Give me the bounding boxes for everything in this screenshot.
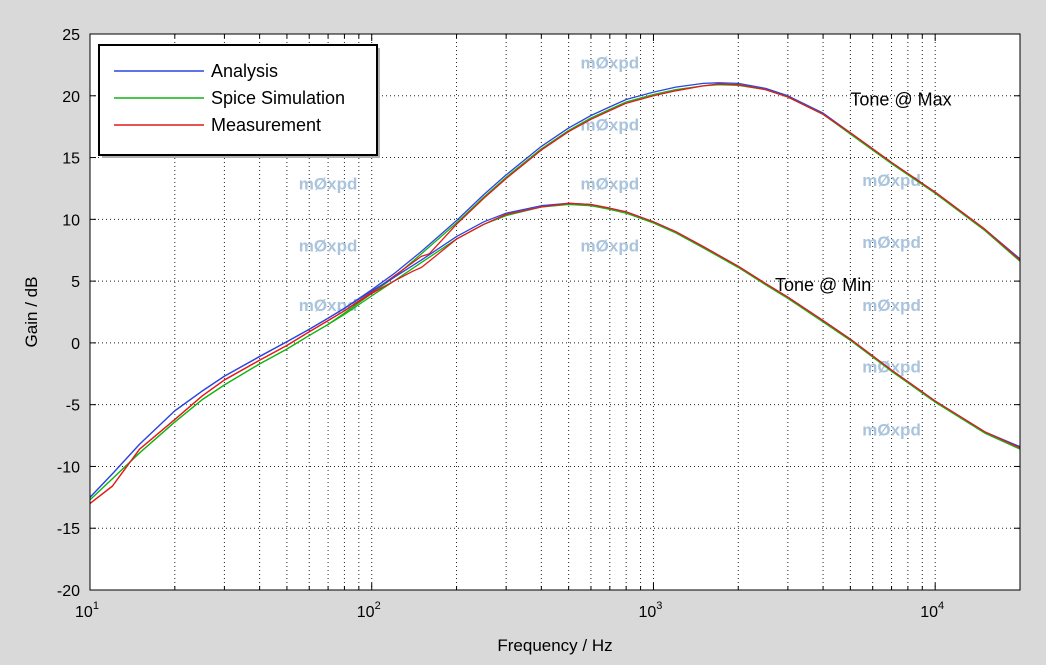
watermark-text: mØxpd	[862, 358, 921, 377]
legend-label-spice-simulation: Spice Simulation	[211, 88, 345, 108]
x-tick-label: 104	[920, 600, 944, 621]
watermark-text: mØxpd	[581, 115, 640, 134]
y-tick-label: -20	[57, 583, 80, 600]
plot-frame	[89, 33, 1021, 591]
y-tick-label: -5	[66, 398, 80, 415]
legend-label-measurement: Measurement	[211, 115, 321, 135]
y-tick-label: 10	[62, 212, 80, 229]
legend: Analysis Spice Simulation Measurement	[98, 44, 380, 158]
legend-box	[98, 44, 378, 156]
x-axis-label: Frequency / Hz	[497, 636, 612, 655]
x-tick-label: 102	[357, 600, 381, 621]
x-tick-label: 101	[75, 600, 99, 621]
watermark-text: mØxpd	[862, 296, 921, 315]
watermark-text: mØxpd	[299, 175, 358, 194]
y-tick-label: 0	[71, 336, 80, 353]
watermark-text: mØxpd	[299, 236, 358, 255]
y-tick-label: 25	[62, 27, 80, 44]
x-tick-exponent: 1	[93, 600, 99, 612]
x-tick-label: 103	[638, 600, 662, 621]
watermark-text: mØxpd	[581, 175, 640, 194]
y-tick-label: -15	[57, 521, 80, 538]
watermark-text: mØxpd	[862, 421, 921, 440]
x-tick-base: 10	[920, 604, 938, 621]
watermark-text: mØxpd	[862, 171, 921, 190]
x-tick-exponent: 2	[375, 600, 381, 612]
watermark-text: mØxpd	[581, 236, 640, 255]
y-tick-label: -10	[57, 459, 80, 476]
x-tick-base: 10	[75, 604, 93, 621]
x-tick-exponent: 4	[938, 600, 944, 612]
y-axis-label: Gain / dB	[22, 277, 41, 348]
legend-label-analysis: Analysis	[211, 61, 278, 81]
annotation-label: Tone @ Min	[775, 275, 871, 295]
annotations: Tone @ Max Tone @ Min	[775, 90, 952, 295]
x-tick-exponent: 3	[656, 600, 662, 612]
watermark-text: mØxpd	[862, 233, 921, 252]
measurement-min-line	[89, 202, 1021, 505]
series-lines	[89, 82, 1021, 505]
y-tick-label: 20	[62, 89, 80, 106]
watermark-text: mØxpd	[581, 54, 640, 73]
y-tick-label: 5	[71, 274, 80, 291]
y-tick-label: 15	[62, 151, 80, 168]
annotation-label: Tone @ Max	[850, 90, 951, 110]
x-tick-base: 10	[357, 604, 375, 621]
x-tick-base: 10	[638, 604, 656, 621]
